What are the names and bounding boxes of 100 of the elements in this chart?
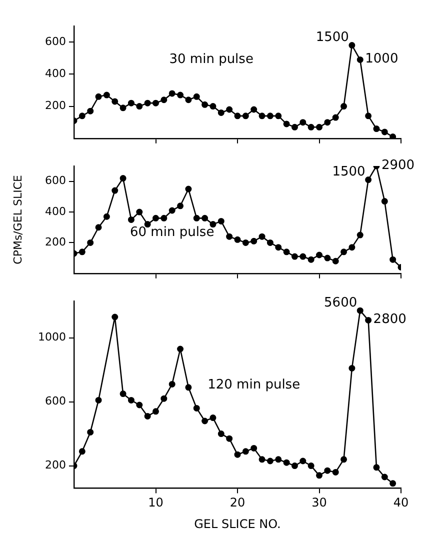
point	[300, 119, 306, 126]
point	[120, 175, 126, 182]
point	[234, 236, 241, 243]
point	[390, 134, 396, 138]
y-tick-label: 600	[45, 174, 66, 188]
point	[258, 112, 266, 120]
point	[193, 404, 200, 412]
point	[365, 112, 372, 120]
point	[332, 468, 339, 476]
point	[136, 402, 143, 408]
point	[160, 214, 168, 222]
y-tick-label: 200	[45, 236, 66, 249]
point	[275, 112, 282, 120]
point	[218, 109, 224, 116]
point	[112, 314, 118, 320]
point	[316, 124, 322, 130]
point	[202, 214, 208, 222]
point	[120, 104, 126, 112]
y-axis-title: CPMs/GEL SLICE	[11, 174, 24, 264]
point	[218, 430, 224, 438]
point	[168, 380, 176, 388]
point	[168, 207, 176, 214]
point	[340, 248, 348, 256]
point	[177, 202, 184, 210]
point	[168, 90, 176, 97]
point	[266, 239, 274, 246]
x-tick-label: 30	[312, 496, 327, 510]
point	[291, 253, 298, 260]
point	[250, 444, 258, 452]
point	[234, 451, 241, 458]
point	[242, 448, 249, 455]
point	[160, 395, 168, 402]
point	[324, 119, 331, 126]
point	[390, 480, 396, 487]
point	[340, 456, 348, 463]
point	[144, 412, 151, 420]
point	[324, 467, 331, 474]
point	[144, 100, 151, 106]
point	[348, 42, 356, 49]
point	[300, 253, 306, 260]
point	[95, 396, 102, 404]
point	[242, 239, 249, 246]
x-tick-label: 40	[393, 496, 409, 510]
y-tick-label: 400	[45, 204, 66, 218]
point	[78, 248, 86, 256]
point	[87, 108, 94, 114]
point	[136, 208, 143, 216]
point	[185, 384, 192, 391]
annotation: 1500	[316, 30, 349, 46]
y-tick-label: 600	[45, 34, 66, 48]
point	[275, 456, 282, 463]
point	[250, 106, 258, 113]
y-tick-label: 400	[45, 67, 66, 80]
point	[78, 448, 86, 455]
point	[234, 112, 241, 120]
annotation: 1000	[365, 52, 398, 67]
point	[95, 93, 102, 100]
point	[112, 98, 118, 105]
point	[185, 186, 192, 192]
point	[128, 100, 134, 106]
point	[193, 93, 200, 100]
point	[226, 435, 233, 442]
point	[103, 92, 110, 98]
annotation: 2900	[381, 158, 415, 173]
point	[120, 390, 126, 398]
point	[308, 462, 314, 470]
annotation: 120 min pulse	[208, 378, 300, 393]
y-tick-label: 600	[45, 394, 66, 408]
point	[275, 244, 282, 251]
point	[152, 214, 159, 222]
point	[308, 124, 314, 130]
point	[78, 112, 86, 120]
point	[283, 248, 290, 256]
point	[283, 459, 290, 466]
point	[356, 307, 364, 314]
point	[365, 176, 372, 184]
annotation: 5600	[324, 295, 358, 310]
point	[210, 414, 216, 422]
point	[332, 114, 339, 121]
point	[258, 233, 266, 240]
point	[103, 213, 110, 220]
point	[291, 462, 298, 470]
point	[316, 252, 322, 258]
point	[226, 233, 233, 240]
point	[250, 238, 258, 244]
annotation: 2800	[373, 312, 406, 328]
y-tick-label: 200	[45, 458, 66, 472]
annotation: 1500	[332, 164, 366, 180]
point	[373, 464, 380, 471]
point	[291, 124, 298, 130]
point	[365, 316, 372, 324]
point	[177, 92, 184, 98]
point	[300, 458, 306, 464]
point	[177, 346, 184, 352]
point	[373, 126, 380, 132]
point	[242, 112, 249, 120]
point	[152, 408, 159, 415]
point	[112, 187, 118, 194]
x-tick-label: 20	[230, 496, 246, 510]
point	[136, 103, 143, 110]
